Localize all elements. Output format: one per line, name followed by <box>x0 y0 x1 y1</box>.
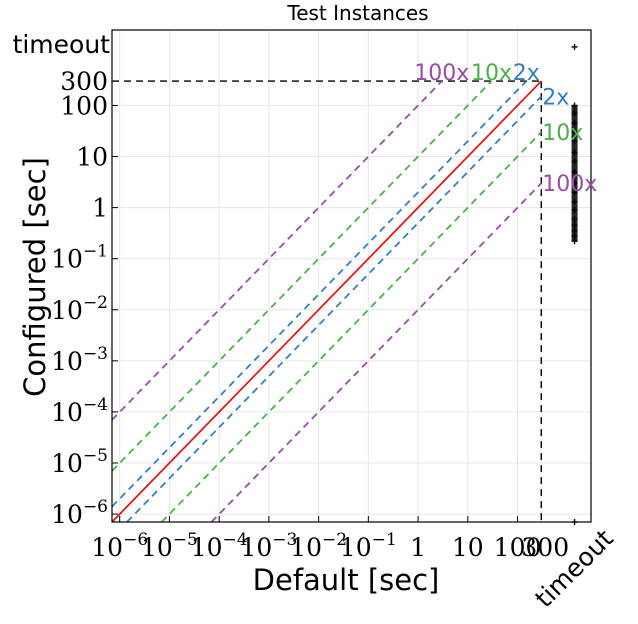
diagonal-label-upper: 2x <box>513 61 540 86</box>
diagonal-label-lower: 10x <box>542 121 583 146</box>
data-point-column <box>571 105 578 242</box>
tick-labels: 10−610−610−510−510−410−410−310−310−210−2… <box>13 30 619 613</box>
y-tick-label: 10 <box>76 143 108 172</box>
y-tick-label: 100 <box>60 91 108 120</box>
y-tick-label: 10−3 <box>51 344 108 376</box>
y-tick-label: 10−6 <box>51 497 108 529</box>
x-tick-label: 10−3 <box>240 530 297 562</box>
x-tick-label: 300 <box>521 533 569 562</box>
diagonal-label-lower: 100x <box>542 172 597 197</box>
x-axis-label: Default [sec] <box>253 563 440 597</box>
diagonal-lower-line <box>161 131 542 523</box>
x-tick-label: 10 <box>452 533 484 562</box>
plot-frame <box>111 29 592 523</box>
x-tick-label: 10−1 <box>340 530 397 562</box>
diagonal-upper-line <box>111 80 443 421</box>
y-tick-label: 10−5 <box>51 446 108 478</box>
diagonal-upper-line <box>111 80 527 508</box>
y-tick-label: 10−1 <box>51 242 108 274</box>
diagonal-lower-line <box>210 182 542 523</box>
y-tick-label: 1 <box>92 194 108 223</box>
diagonal-upper-line <box>111 80 493 472</box>
diagonal-upper-line <box>111 80 542 523</box>
chart-title: Test Instances <box>286 1 428 25</box>
data-point <box>571 43 578 50</box>
diagonal-label-upper: 100x <box>414 61 469 86</box>
x-tick-label: 100 <box>494 533 542 562</box>
diagonal-lines <box>111 80 542 523</box>
diagonal-lower-line <box>126 95 542 523</box>
x-tick-label: 10−4 <box>191 530 248 562</box>
y-timeout-label: timeout <box>13 30 111 59</box>
y-tick-label: 10−4 <box>51 395 108 427</box>
data-points <box>571 43 578 525</box>
x-tick-label: 1 <box>410 533 426 562</box>
x-tick-label: 10−2 <box>290 530 347 562</box>
x-tick-label: 10−5 <box>141 530 198 562</box>
grid <box>112 30 591 522</box>
axis-ticks <box>112 104 519 522</box>
y-tick-label: 10−2 <box>51 293 108 325</box>
diagonal-label-lower: 2x <box>542 85 569 110</box>
y-tick-label: 300 <box>60 67 108 96</box>
y-axis-label: Configured [sec] <box>18 157 52 397</box>
x-tick-label: 10−6 <box>91 530 148 562</box>
diagonal-label-upper: 10x <box>471 61 512 86</box>
